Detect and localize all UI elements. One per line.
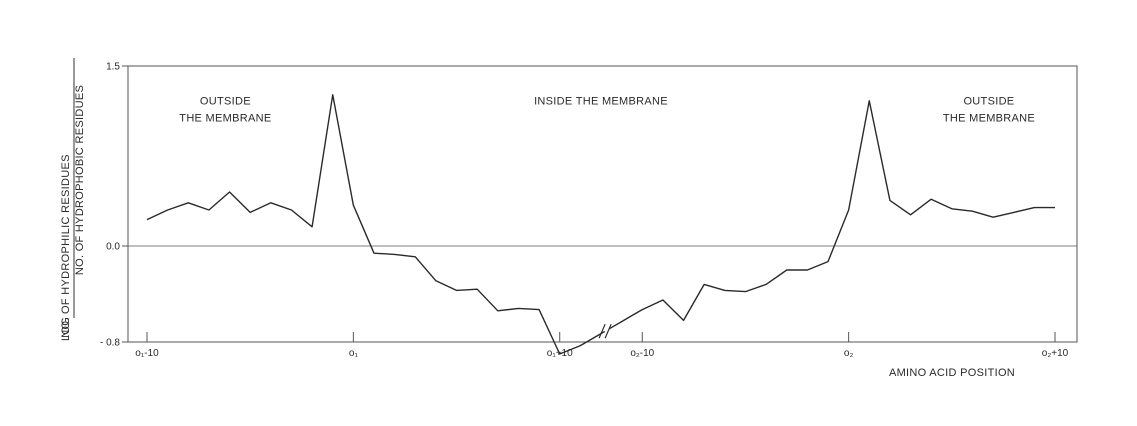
x-axis-title: AMINO ACID POSITION: [889, 367, 1015, 379]
break-slash-1: [598, 323, 606, 339]
x-axis-ticks: o₁-10 o₁ o₁+10 o₂-10 o₂ o₂+10: [135, 332, 1069, 359]
data-series: [146, 94, 1055, 355]
y-tick-label: - 0.8: [100, 338, 120, 349]
series-line-segment-1: [146, 94, 606, 355]
x-tick-label: o₂-10: [630, 348, 654, 359]
y-axis-label-numerator: NO. OF HYDROPHILIC RESIDUES: [60, 154, 72, 338]
plot-frame: [127, 65, 1078, 343]
annotation-outside-right-line-1: OUTSIDE: [963, 95, 1014, 107]
x-tick-label: o₁-10: [135, 348, 159, 359]
annotation-outside-left-line-1: OUTSIDE: [200, 95, 251, 107]
axis-break-mark: [598, 323, 612, 339]
annotation-inside-line-1: INSIDE THE MEMBRANE: [534, 95, 668, 107]
y-tick-label: 0.0: [106, 242, 120, 253]
x-tick-label: o₁: [349, 348, 359, 359]
break-slash-2: [604, 323, 612, 339]
annotation-outside-right-line-2: THE MEMBRANE: [943, 112, 1035, 124]
y-axis-label-denominator: NO. OF HYDROPHOBIC RESIDUES: [74, 85, 86, 275]
region-annotations: OUTSIDE THE MEMBRANE INSIDE THE MEMBRANE OU…: [179, 95, 1035, 124]
y-axis-label-prefix: LOG: [60, 317, 72, 341]
y-axis-label: LOG NO. OF HYDROPHILIC RESIDUES NO. OF H…: [60, 58, 86, 341]
x-tick-label: o₂+10: [1042, 348, 1069, 359]
y-tick-label: 1.5: [106, 62, 120, 73]
annotation-outside-left-line-2: THE MEMBRANE: [179, 112, 271, 124]
y-axis-ticks: 1.5 0.0 - 0.8: [100, 62, 128, 349]
series-line-segment-2: [608, 100, 1055, 330]
x-tick-label: o₂: [844, 348, 854, 359]
